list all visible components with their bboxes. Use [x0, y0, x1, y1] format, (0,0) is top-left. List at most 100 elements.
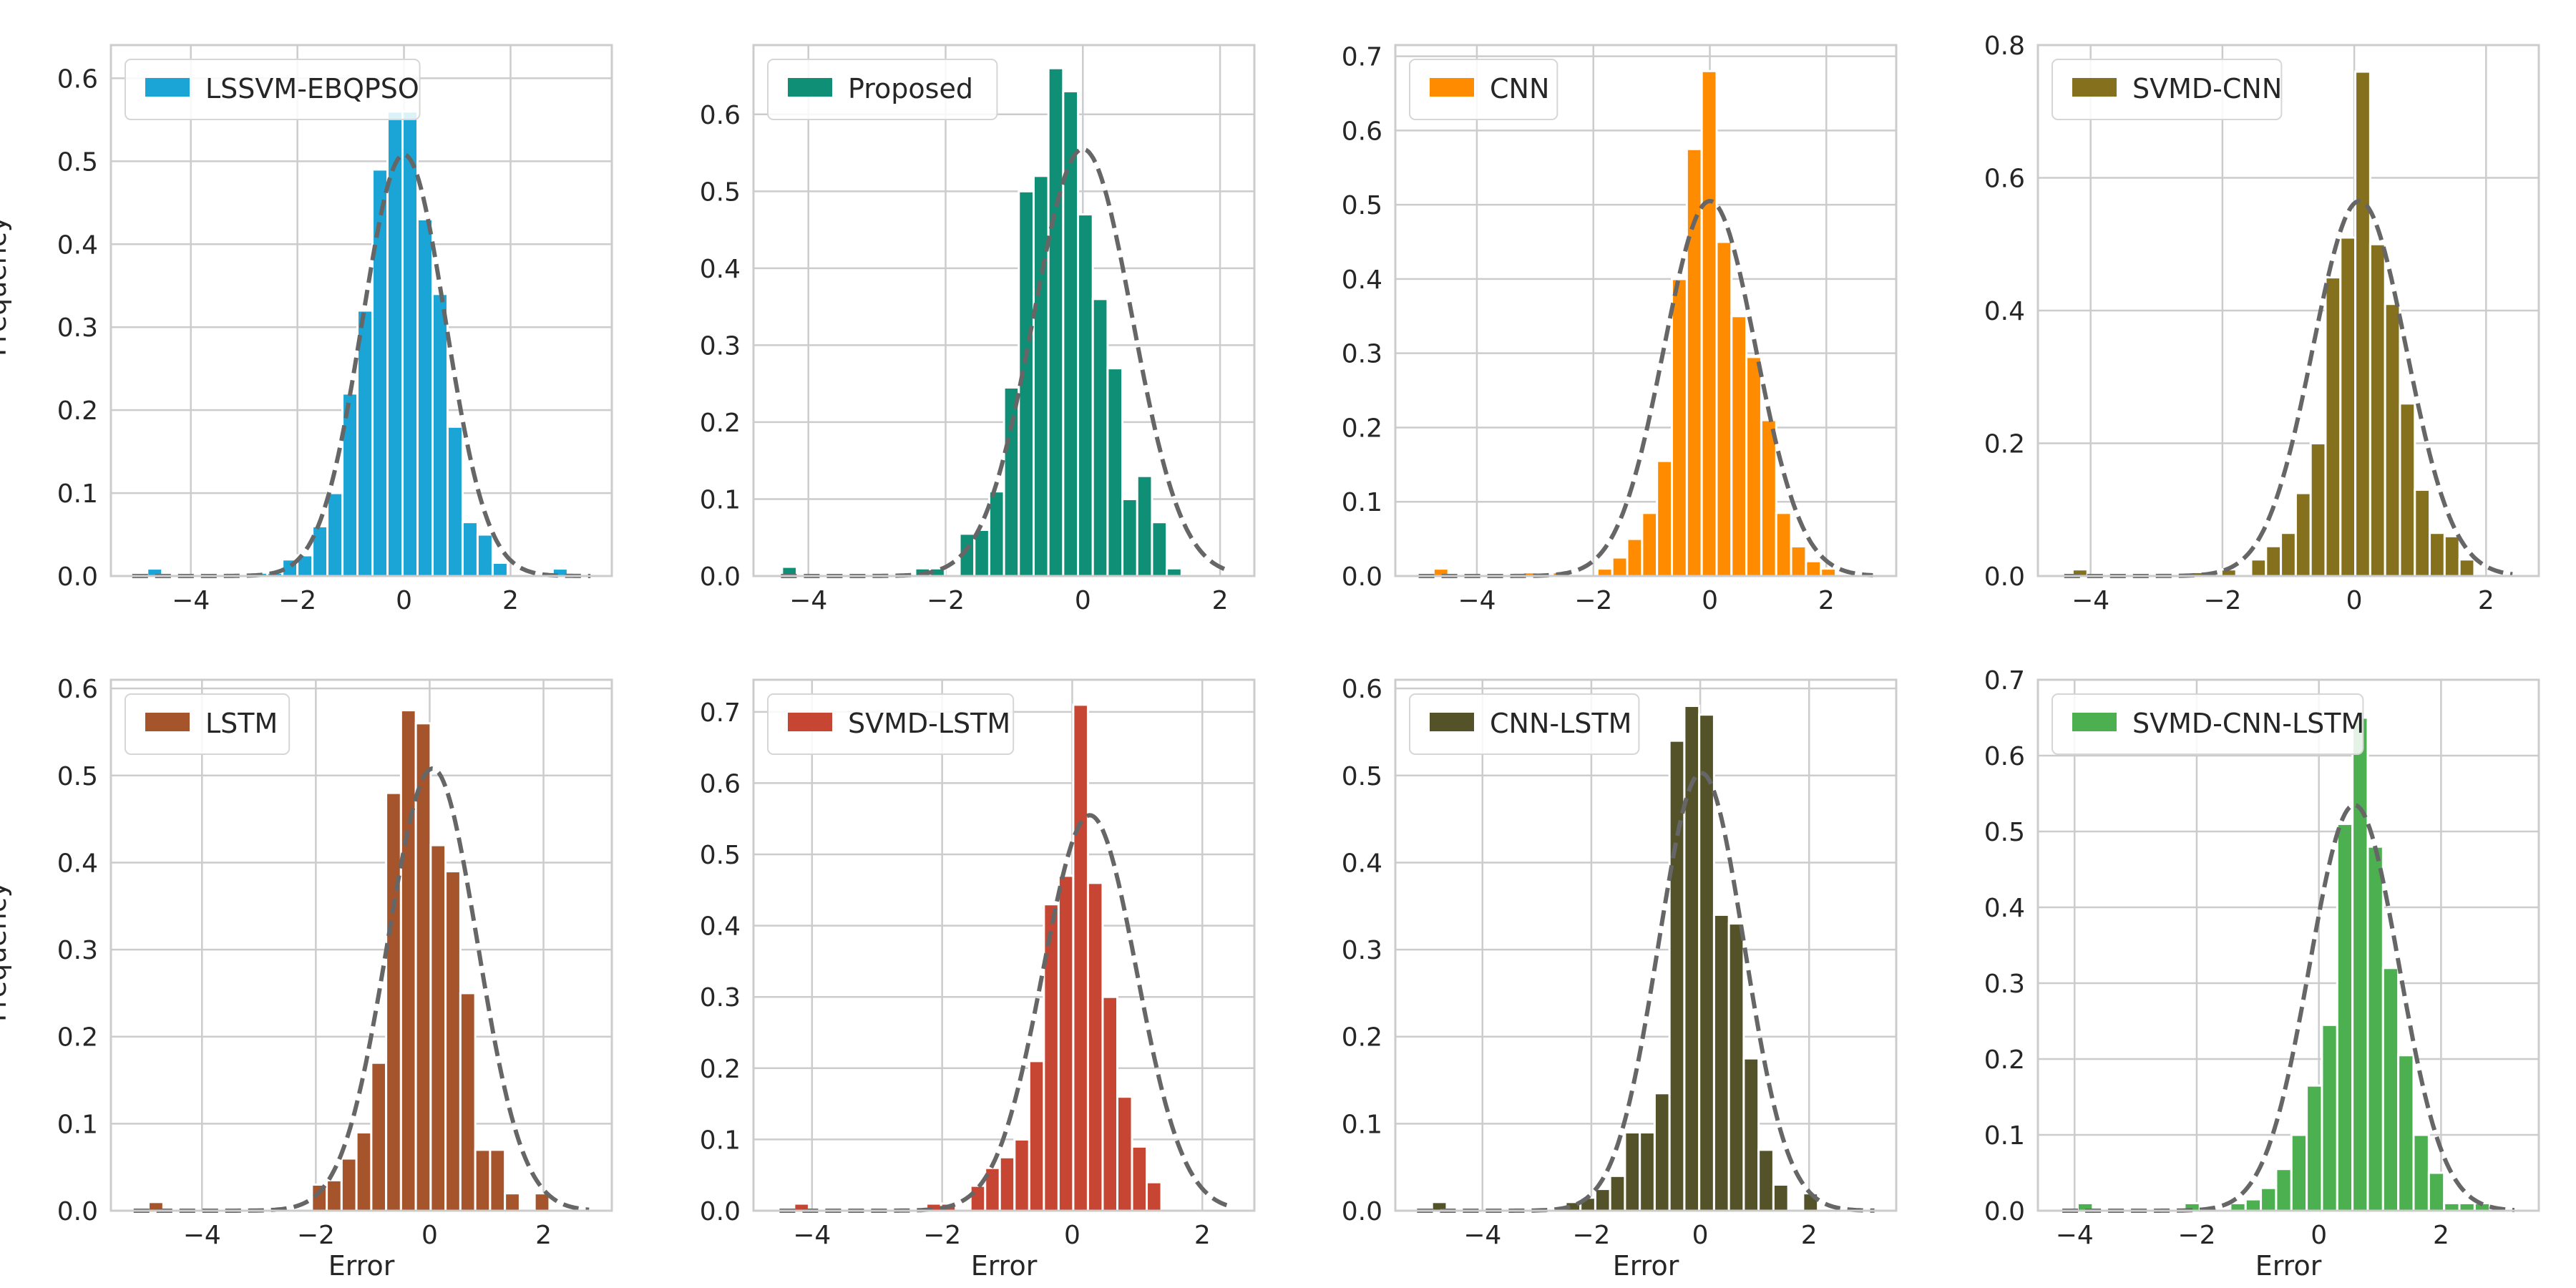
- histogram-bar: [2336, 822, 2354, 1211]
- legend-box: [125, 59, 421, 120]
- histogram-bar: [2280, 532, 2297, 576]
- histogram-bar: [2321, 1023, 2338, 1211]
- y-axis-label-top: Frequency: [0, 216, 12, 356]
- histogram-bar: [1611, 556, 1629, 576]
- axes-frame: [109, 44, 613, 577]
- histogram-bar: [1101, 995, 1118, 1211]
- histogram-bar: [1086, 882, 1104, 1211]
- y-tick-label: 0.1: [700, 485, 741, 514]
- legend: LSSVM-EBQPSO: [125, 59, 421, 120]
- histogram-bar: [1116, 1096, 1133, 1211]
- normal-fit-curve: [2062, 802, 2515, 1213]
- y-tick-label: 0.1: [1342, 1110, 1382, 1139]
- histogram-bar: [1057, 874, 1075, 1211]
- histogram-bar: [1775, 512, 1792, 576]
- y-tick-label: 0.4: [700, 912, 741, 942]
- y-tick-label: 0.3: [1342, 340, 1382, 369]
- x-tick-label: −4: [1463, 1221, 1501, 1250]
- histogram-bar: [1013, 1138, 1030, 1211]
- legend-label: CNN-LSTM: [1490, 708, 1631, 739]
- x-tick-label: 0: [1064, 1221, 1080, 1250]
- legend-swatch: [788, 713, 832, 731]
- histogram-bar: [2397, 1054, 2415, 1211]
- histogram-bar: [2076, 1201, 2094, 1211]
- normal-fit-curve: [2064, 198, 2513, 578]
- histogram-bar: [1685, 147, 1703, 576]
- histogram-bar: [489, 1148, 507, 1211]
- legend-box: [2051, 59, 2283, 120]
- histogram-bar: [444, 870, 462, 1211]
- legend-box: [1409, 59, 1558, 120]
- y-tick-label: 0.0: [700, 562, 741, 592]
- x-tick-label: −4: [2056, 1221, 2094, 1250]
- histogram-bar: [2183, 1201, 2201, 1211]
- y-axis-label-bottom: Frequency: [0, 882, 12, 1022]
- y-tick-label: 0.3: [1984, 970, 2025, 999]
- histogram-bar: [1028, 1060, 1045, 1211]
- histogram-bar: [311, 525, 329, 576]
- histogram-bar: [504, 1192, 521, 1211]
- y-tick-label: 0.4: [57, 849, 98, 878]
- y-tick-label: 0.3: [57, 936, 98, 965]
- bars-group: [146, 110, 569, 576]
- legend-swatch: [1430, 78, 1474, 97]
- y-tick-label: 0.2: [1342, 1023, 1382, 1053]
- histogram-bar: [1043, 903, 1060, 1211]
- y-tick-label: 0.6: [700, 101, 741, 130]
- y-tick-label: 0.4: [1342, 265, 1382, 295]
- axes-frame: [2036, 678, 2540, 1212]
- histogram-bar: [2458, 558, 2476, 576]
- y-tick-label: 0.6: [1342, 675, 1382, 704]
- x-tick-label: −2: [927, 586, 965, 615]
- histogram-bar: [1091, 298, 1109, 576]
- y-tick-label: 0.2: [57, 396, 98, 426]
- y-tick-label: 0.6: [1984, 742, 2025, 771]
- histogram-bar: [355, 1131, 373, 1211]
- y-tick-label: 0.8: [1984, 31, 2025, 61]
- axes-frame: [2036, 44, 2540, 577]
- y-tick-label: 0.0: [700, 1197, 741, 1226]
- histogram-bar: [2351, 716, 2369, 1211]
- histogram-bar: [1609, 1174, 1626, 1211]
- legend: SVMD-CNN-LSTM: [2051, 693, 2364, 755]
- legend-swatch: [145, 78, 190, 97]
- histogram-bar: [2306, 1084, 2323, 1211]
- histogram-bar: [1166, 567, 1183, 576]
- x-tick-label: 2: [535, 1221, 552, 1250]
- histogram-bar: [1002, 386, 1020, 576]
- legend-label: SVMD-CNN: [2132, 73, 2282, 104]
- x-axis-label: Error: [1613, 1250, 1679, 1282]
- x-tick-label: 0: [421, 1221, 438, 1250]
- histogram-bar: [2366, 845, 2384, 1211]
- x-tick-label: 2: [1801, 1221, 1818, 1250]
- axes-frame: [752, 678, 1256, 1212]
- y-tick-label: 0.1: [57, 1110, 98, 1139]
- legend-box: [767, 693, 1015, 755]
- x-tick-label: −4: [1458, 586, 1496, 615]
- panel-svmd-cnn-lstm: −4 −2 0 2 0.0 0.1 0.2 0.3 0.4 0.5 0.6 0.7 Error SVMD-…: [1984, 666, 2540, 1282]
- legend-label: LSSVM-EBQPSO: [205, 73, 419, 104]
- y-tick-label: 0.0: [1342, 562, 1382, 592]
- y-tick-label: 0.4: [700, 255, 741, 284]
- histogram-bar: [461, 521, 479, 576]
- legend-swatch: [2072, 713, 2117, 731]
- histogram-bar: [2290, 1133, 2308, 1211]
- x-tick-label: 2: [1818, 586, 1835, 615]
- histogram-bar: [1772, 1184, 1790, 1211]
- bars-group: [1432, 69, 1838, 576]
- y-tick-label: 0.6: [700, 769, 741, 799]
- histogram-bar: [1653, 1092, 1671, 1211]
- histogram-bar: [987, 490, 1005, 576]
- y-tick-label: 0.3: [1342, 936, 1382, 965]
- x-tick-label: −2: [1572, 1221, 1610, 1250]
- histogram-bar: [1594, 1188, 1611, 1211]
- histogram-bar: [2384, 303, 2401, 576]
- bars-group: [781, 67, 1183, 576]
- y-tick-label: 0.7: [700, 698, 741, 728]
- legend-label: SVMD-LSTM: [848, 708, 1010, 739]
- histogram-bar: [2309, 442, 2327, 576]
- x-tick-label: 2: [1194, 1221, 1211, 1250]
- x-tick-label: 2: [1212, 586, 1229, 615]
- histogram-bar: [356, 309, 374, 576]
- x-tick-label: 0: [1692, 1221, 1709, 1250]
